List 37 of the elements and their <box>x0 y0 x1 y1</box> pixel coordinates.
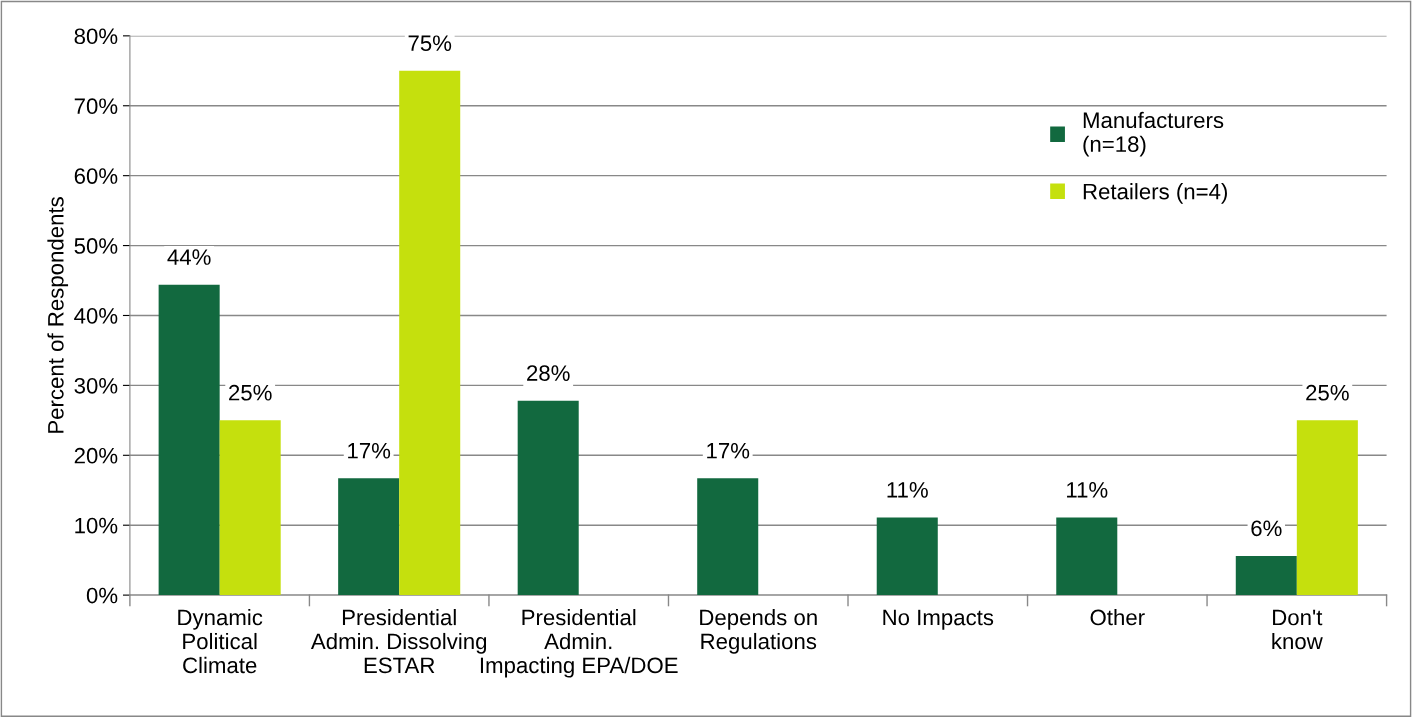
x-tick-label: Don't know <box>1272 609 1323 650</box>
x-tick-label: No Impacts <box>883 609 994 630</box>
x-tick-label: Depends on Regulations <box>700 609 817 654</box>
bar <box>219 420 281 596</box>
bar <box>399 70 461 596</box>
y-tick-label: 20% <box>74 447 118 464</box>
data-label: 11% <box>887 482 928 498</box>
bar <box>517 400 579 596</box>
y-axis-title: Percent of Respondents <box>47 197 69 433</box>
data-label: 75% <box>408 35 452 52</box>
data-label: 28% <box>527 365 570 381</box>
data-label: 25% <box>1306 384 1349 401</box>
bar <box>1235 555 1297 596</box>
bar <box>338 478 400 596</box>
legend-label: Manufacturers (n=18) <box>1083 111 1224 157</box>
y-tick-label: 0% <box>86 587 118 604</box>
data-label: 6% <box>1251 520 1282 537</box>
bar <box>697 478 759 596</box>
bar <box>1056 517 1118 596</box>
bar <box>876 517 938 596</box>
y-tick-label: 70% <box>74 98 118 115</box>
data-label: 17% <box>348 442 391 459</box>
y-tick-label: 50% <box>74 238 118 254</box>
y-tick-label: 40% <box>74 308 118 324</box>
y-tick-label: 30% <box>74 377 118 394</box>
x-tick-label: Other <box>1090 609 1145 626</box>
bar <box>158 284 220 596</box>
bar <box>1296 420 1358 596</box>
data-label: 25% <box>229 384 272 401</box>
data-label: 44% <box>167 249 211 265</box>
legend-label: Retailers (n=4) <box>1083 183 1227 204</box>
y-tick-label: 80% <box>74 28 118 45</box>
y-tick-label: 60% <box>74 168 118 184</box>
data-label: 11% <box>1067 482 1108 498</box>
x-tick-label: Dynamic Political Climate <box>178 609 263 674</box>
data-label: 17% <box>707 442 750 459</box>
y-tick-label: 10% <box>75 517 118 534</box>
